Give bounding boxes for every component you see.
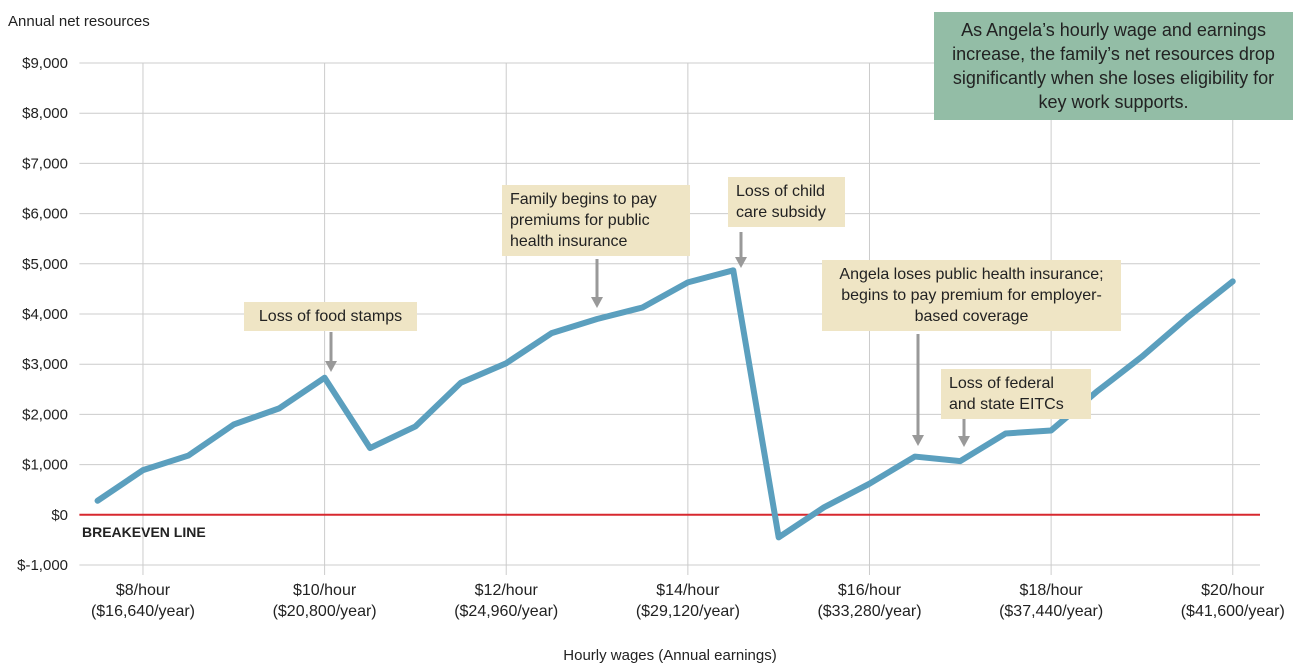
x-tick-label: $10/hour ($20,800/year) [273,582,377,620]
annotation-arrowhead [958,436,970,447]
annotation: Family begins to pay premiums for public… [502,185,690,256]
y-tick-label: $7,000 [22,155,68,172]
x-tick-label: $16/hour ($33,280/year) [817,582,921,620]
y-tick-label: $-1,000 [17,557,68,574]
annotation-arrowhead [912,435,924,446]
x-tick-label: $12/hour ($24,960/year) [454,582,558,620]
x-tick-label: $18/hour ($37,440/year) [999,582,1103,620]
y-tick-label: $9,000 [22,55,68,72]
annotation-arrowhead [325,361,337,372]
reference-label: BREAKEVEN LINE [82,524,206,540]
y-axis-title: Annual net resources [8,13,150,30]
annotation: Loss of food stamps [244,302,417,331]
y-tick-label: $8,000 [22,105,68,122]
x-tick-label: $8/hour ($16,640/year) [91,582,195,620]
y-tick-label: $4,000 [22,306,68,323]
x-axis-title: Hourly wages (Annual earnings) [563,647,776,664]
data-line [94,267,1236,541]
annotation: Angela loses public health insurance; be… [822,260,1121,331]
y-tick-label: $6,000 [22,206,68,223]
y-tick-label: $2,000 [22,406,68,423]
y-tick-label: $5,000 [22,256,68,273]
annotation-arrowhead [591,297,603,308]
x-tick-label: $20/hour ($41,600/year) [1181,582,1285,620]
x-tick-label: $14/hour ($29,120/year) [636,582,740,620]
y-tick-label: $1,000 [22,457,68,474]
annotation: Loss of federal and state EITCs [941,369,1091,419]
callout: As Angela’s hourly wage and earnings inc… [934,12,1293,120]
annotation-arrowhead [735,257,747,268]
annotation: Loss of child care subsidy [728,177,845,227]
y-tick-label: $3,000 [22,356,68,373]
y-tick-label: $0 [51,507,68,524]
